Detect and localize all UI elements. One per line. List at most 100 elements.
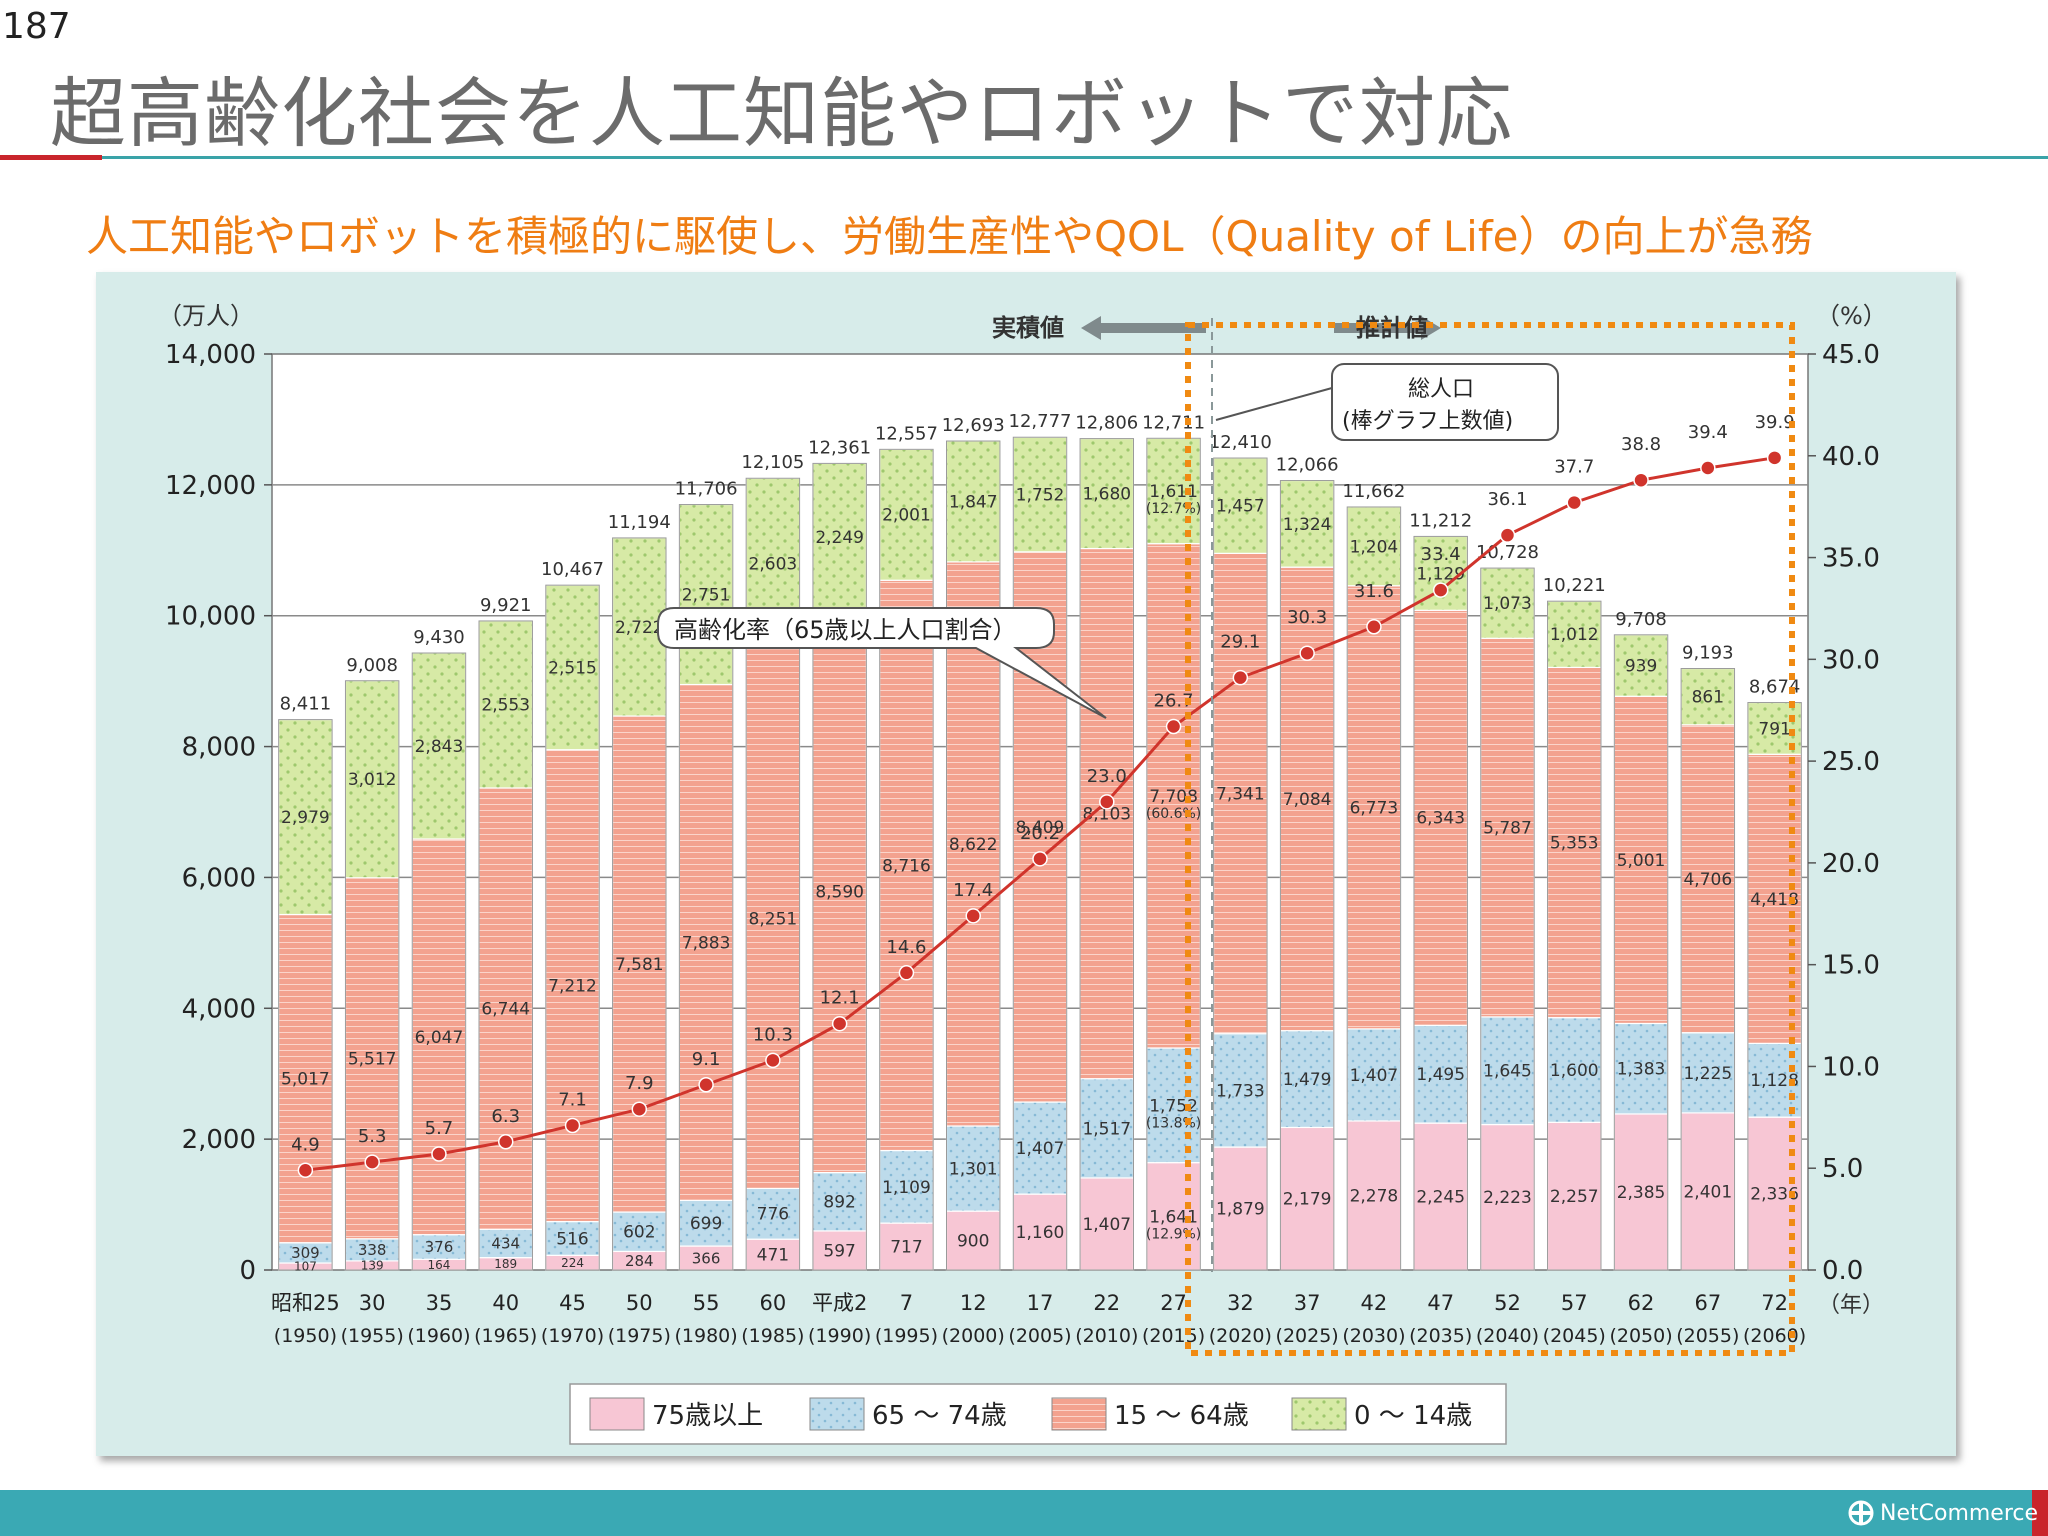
- bar-segment-0-14: [1146, 437, 1201, 545]
- y-right-tick-label: 40.0: [1822, 442, 1880, 472]
- bar-outline: [1680, 668, 1736, 1271]
- aging-rate-point: [297, 1162, 314, 1179]
- total-value-label: 12,693: [942, 415, 1005, 436]
- segment-value-label: 8,590: [815, 883, 864, 903]
- x-tick-label: 67: [1694, 1291, 1721, 1315]
- segment-value-label: 1,073: [1483, 594, 1532, 614]
- aging-rate-point: [364, 1154, 380, 1170]
- x-tick-sublabel: (2020): [1209, 1325, 1272, 1347]
- aging-rate-point: [1766, 450, 1783, 466]
- y-left-tick-label: 10,000: [165, 602, 256, 632]
- percent-annotation-2015: (13.8%): [1146, 1115, 1201, 1131]
- bar-outline: [411, 652, 467, 1271]
- bar-segment-0-14: [411, 652, 467, 840]
- segment-value-label: 2,751: [682, 585, 731, 605]
- segment-value-label: 376: [425, 1238, 454, 1256]
- x-tick-label: 47: [1427, 1291, 1454, 1315]
- bar-outline: [1747, 702, 1802, 1271]
- bar-outline: [1413, 535, 1468, 1271]
- segment-value-label: 939: [1625, 656, 1657, 676]
- y-right-tick-label: 15.0: [1822, 951, 1880, 981]
- x-tick-label: 37: [1294, 1291, 1321, 1315]
- aging-rate-point: [1299, 645, 1315, 661]
- segment-value-label: 8,622: [949, 835, 998, 855]
- aging-rate-callout: [657, 607, 1107, 719]
- x-tick-label: 57: [1561, 1291, 1588, 1315]
- total-value-label: 11,662: [1342, 481, 1405, 502]
- aging-rate-value-label: 5.7: [425, 1118, 454, 1139]
- aging-rate-point: [431, 1146, 447, 1162]
- segment-value-label: 4,706: [1683, 870, 1732, 890]
- bar-segment-75plus: [1079, 1177, 1135, 1271]
- segment-value-label: 7,341: [1216, 784, 1265, 804]
- projection-highlight-box: [1185, 322, 1795, 1356]
- y-right-tick-label: 20.0: [1822, 849, 1880, 879]
- x-tick-label: 平成2: [812, 1291, 867, 1315]
- x-tick-sublabel: (2005): [1008, 1325, 1071, 1347]
- segment-value-label: 2,722: [615, 618, 664, 638]
- legend-swatch-65-74: [809, 1397, 865, 1431]
- x-tick-label: 55: [693, 1291, 720, 1315]
- x-tick-sublabel: (2025): [1276, 1325, 1339, 1347]
- segment-value-label: 2,245: [1416, 1188, 1465, 1208]
- bar-outline: [1547, 600, 1602, 1271]
- segment-value-label: 164: [428, 1258, 451, 1272]
- aging-rate-point: [831, 1015, 848, 1032]
- segment-value-label: 1,611: [1149, 482, 1198, 502]
- x-tick-label: 62: [1628, 1291, 1655, 1315]
- bar-segment-15-64: [1079, 547, 1135, 1080]
- total-value-label: 11,194: [608, 512, 671, 533]
- x-tick-label: 30: [359, 1291, 386, 1315]
- segment-value-label: 2,001: [882, 506, 931, 526]
- bar-segment-15-64: [1413, 609, 1469, 1026]
- legend-label-65-74: 65 ～ 74歳: [872, 1401, 1007, 1431]
- title-divider-accent: [0, 155, 102, 160]
- aging-rate-value-label: 39.9: [1755, 412, 1795, 433]
- total-population-label-1: 総人口: [1408, 377, 1474, 402]
- bar-segment-65-74: [1079, 1078, 1135, 1179]
- bar-outline: [1613, 634, 1669, 1271]
- segment-value-label: 434: [491, 1235, 520, 1253]
- segment-value-label: 2,385: [1617, 1183, 1666, 1203]
- x-tick-sublabel: (2055): [1676, 1325, 1739, 1347]
- bar-segment-0-14: [344, 680, 400, 879]
- legend-swatch-0-14: [1291, 1397, 1347, 1431]
- aging-rate-value-label: 30.3: [1287, 607, 1327, 628]
- x-tick-sublabel: (2040): [1476, 1325, 1539, 1347]
- x-tick-sublabel: (1995): [875, 1325, 938, 1347]
- actual-arrow: [1081, 316, 1206, 340]
- x-tick-label: 昭和25: [271, 1291, 340, 1315]
- total-value-label: 9,008: [346, 655, 398, 676]
- total-value-label: 12,066: [1276, 455, 1339, 476]
- legend-label-0-14: 0 ～ 14歳: [1354, 1401, 1472, 1431]
- y-left-unit: （万人）: [158, 302, 254, 330]
- bar-segment-65-74: [1546, 1017, 1602, 1123]
- x-tick-sublabel: (2050): [1609, 1325, 1672, 1347]
- bar-segment-15-64: [678, 683, 734, 1201]
- aging-rate-point: [1366, 619, 1382, 635]
- segment-value-label: 1,517: [1082, 1119, 1131, 1139]
- bar-outline: [745, 477, 801, 1271]
- brand-name: NetCommerce: [1880, 1500, 2039, 1526]
- aging-rate-value-label: 38.8: [1621, 434, 1661, 455]
- segment-value-label: 717: [890, 1237, 922, 1257]
- segment-value-label: 284: [625, 1252, 654, 1270]
- segment-value-label: 2,843: [415, 737, 464, 757]
- y-left-tick-label: 14,000: [165, 340, 256, 370]
- bar-outline: [879, 448, 934, 1271]
- bar-segment-15-64: [745, 647, 801, 1190]
- segment-value-label: 602: [623, 1223, 655, 1243]
- segment-value-label: 1,225: [1683, 1064, 1732, 1084]
- bar-outline: [612, 537, 667, 1271]
- total-value-label: 12,105: [741, 452, 804, 473]
- x-tick-label: 45: [559, 1291, 586, 1315]
- segment-value-label: 892: [823, 1193, 855, 1213]
- aging-rate-value-label: 31.6: [1354, 581, 1394, 602]
- x-tick-label: 50: [626, 1291, 653, 1315]
- x-tick-label: 22: [1093, 1291, 1120, 1315]
- bar-segment-65-74: [611, 1211, 667, 1253]
- segment-value-label: 6,744: [481, 1000, 530, 1020]
- aging-rate-point: [1099, 794, 1115, 810]
- bar-segment-65-74: [945, 1125, 1001, 1212]
- chart-panel: 107 309 5,017 2,979 139 338 5,517 3,012 164 376 6,…: [96, 272, 1956, 1456]
